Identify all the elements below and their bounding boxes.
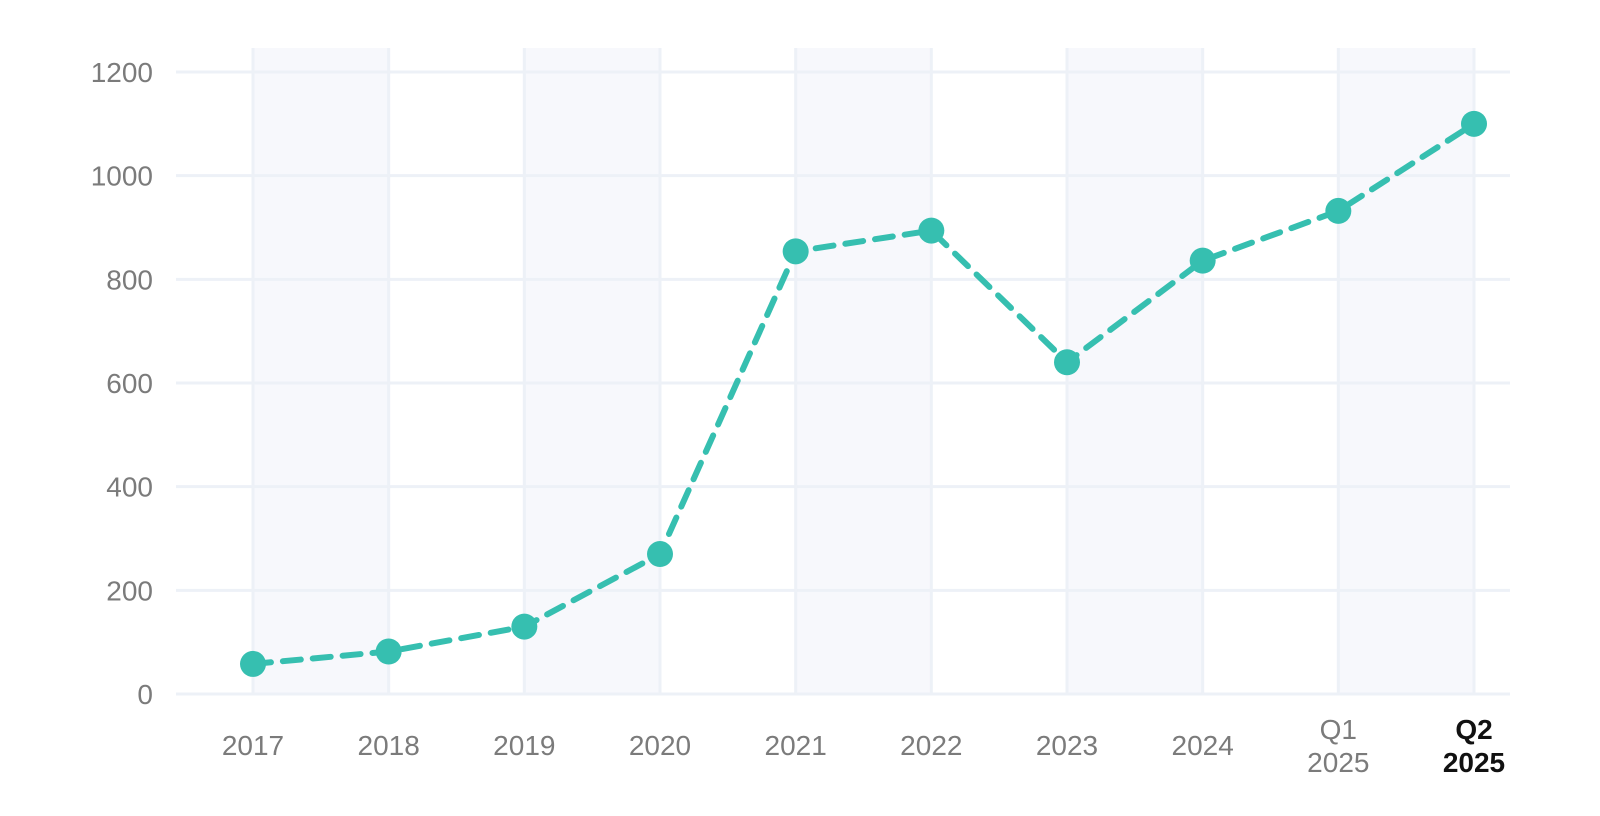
x-axis-label-q1-2025: Q1 2025 [1307, 714, 1369, 778]
y-axis-label: 600 [106, 368, 153, 399]
x-axis-label-2024: 2024 [1172, 730, 1234, 761]
trend-line [250, 120, 1477, 667]
data-point-2017[interactable] [240, 650, 266, 677]
chart-band [253, 48, 389, 694]
x-axis-label-2023: 2023 [1036, 730, 1098, 761]
data-point-2021[interactable] [782, 238, 809, 265]
data-point-2019[interactable] [511, 613, 538, 640]
data-point-2022[interactable] [918, 217, 945, 244]
y-axis-label: 0 [137, 679, 153, 710]
x-axis-label-2020: 2020 [629, 730, 691, 761]
data-point-q1-2025[interactable] [1325, 197, 1352, 224]
chart-band [1067, 48, 1203, 694]
chart-band [795, 48, 932, 694]
data-point-q2-2025[interactable] [1461, 110, 1487, 137]
x-axis-label-q2-2025: Q2 2025 [1443, 714, 1505, 778]
x-axis-label-2019: 2019 [493, 730, 555, 761]
data-point-2018[interactable] [375, 638, 402, 665]
y-axis-label: 200 [106, 575, 153, 606]
data-point-2024[interactable] [1189, 247, 1216, 274]
y-axis-label: 1200 [91, 57, 153, 88]
chart-band [524, 48, 660, 694]
x-axis-label-2017: 2017 [222, 730, 284, 761]
x-axis-label-2021: 2021 [765, 730, 827, 761]
data-point-2023[interactable] [1054, 349, 1080, 376]
y-axis-label: 400 [106, 472, 153, 503]
x-axis-label-2022: 2022 [900, 730, 962, 761]
chart-band [1338, 48, 1474, 694]
x-axis-label-2018: 2018 [358, 730, 420, 761]
y-axis-label: 1000 [91, 161, 153, 192]
data-point-2020[interactable] [647, 541, 673, 568]
y-axis-label: 800 [106, 264, 153, 295]
